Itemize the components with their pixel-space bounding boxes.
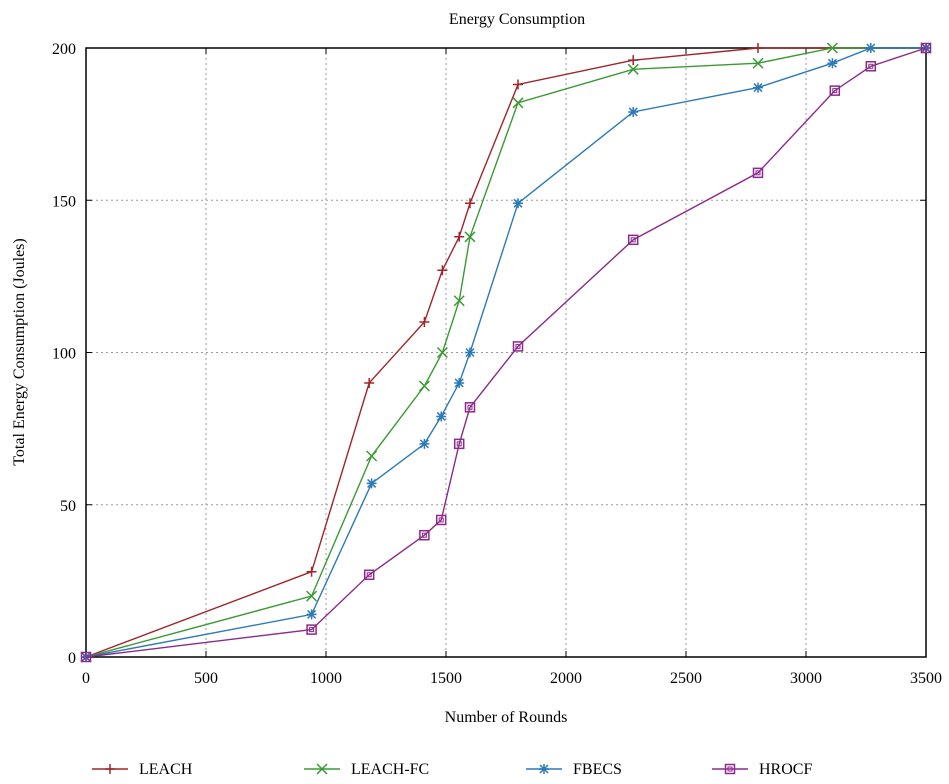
data-point-inner: [366, 572, 372, 578]
data-point: [419, 317, 430, 328]
data-point: [627, 63, 639, 75]
data-point: [513, 79, 523, 90]
legend-label: FBECS: [573, 761, 622, 778]
data-point: [753, 82, 763, 93]
data-point: [865, 61, 877, 72]
data-point-inner: [421, 532, 427, 538]
data-point: [453, 438, 465, 450]
data-point: [827, 58, 838, 69]
data-point: [436, 411, 447, 422]
data-point-inner: [832, 88, 838, 94]
y-tick-label: 200: [52, 41, 76, 58]
legend-item-fbecs: FBECS: [526, 761, 622, 778]
data-point: [464, 231, 476, 243]
x-tick-label: 1000: [310, 670, 342, 687]
data-point: [920, 42, 932, 54]
x-tick-label: 2500: [670, 670, 702, 687]
legend-label: LEACH-FC: [351, 761, 429, 778]
data-point: [464, 402, 476, 413]
data-point: [366, 450, 378, 462]
data-point-inner: [630, 237, 636, 243]
data-point: [465, 198, 475, 209]
data-point: [465, 347, 475, 358]
legend-label: LEACH: [139, 761, 193, 778]
data-point: [364, 377, 375, 388]
legend-marker: [105, 764, 115, 774]
data-point: [752, 167, 764, 179]
data-point: [366, 478, 377, 489]
x-axis-label: Number of Rounds: [445, 709, 568, 726]
x-axis-ticks: 0 500 1000 1500 2000 2500 3000 3500: [82, 48, 942, 687]
y-tick-label: 150: [52, 193, 76, 210]
data-point-inner: [456, 441, 462, 447]
data-point-inner: [868, 63, 874, 69]
data-point-inner: [83, 654, 89, 660]
data-point: [829, 85, 841, 96]
data-point: [437, 265, 448, 276]
series-leach-fc: [80, 42, 932, 663]
legend-marker: [724, 763, 736, 775]
x-tick-label: 3000: [790, 670, 822, 687]
x-tick-label: 0: [82, 670, 90, 687]
data-point: [363, 569, 375, 581]
legend-item-hrocf: HROCF: [712, 761, 812, 778]
data-point-inner: [515, 343, 521, 349]
y-tick-label: 0: [68, 650, 76, 667]
data-point: [436, 346, 448, 359]
series-line-leach-fc: [85, 47, 926, 658]
legend-item-leach-fc: LEACH-FC: [304, 761, 429, 778]
data-point: [512, 97, 524, 109]
data-point: [753, 43, 763, 53]
data-point: [306, 624, 317, 635]
data-point-inner: [755, 170, 761, 176]
data-point: [513, 198, 523, 209]
legend-marker: [316, 763, 328, 775]
y-tick-label: 100: [52, 346, 76, 363]
data-point-inner: [309, 627, 315, 633]
data-point: [454, 231, 465, 242]
legend-marker-inner: [727, 766, 733, 772]
y-axis-ticks: 0 50 100 150 200: [52, 41, 926, 667]
legend-item-leach: LEACH: [92, 761, 193, 778]
series-line-hrocf: [85, 47, 927, 658]
data-point: [628, 55, 639, 66]
data-point: [752, 57, 764, 69]
x-tick-label: 1500: [430, 670, 462, 687]
x-tick-label: 2000: [550, 670, 582, 687]
data-point: [306, 566, 317, 577]
data-point: [453, 295, 465, 307]
legend-label: HROCF: [759, 761, 812, 778]
data-point: [454, 377, 465, 388]
grid-lines: [86, 48, 926, 657]
data-point: [826, 42, 838, 54]
chart-title: Energy Consumption: [449, 11, 585, 28]
x-tick-label: 3500: [910, 670, 942, 687]
data-point-inner: [467, 404, 473, 410]
data-point: [80, 651, 92, 663]
data-point: [306, 609, 317, 620]
data-point: [419, 529, 430, 541]
y-axis-label: Total Energy Consumption (Joules): [11, 238, 28, 465]
data-series: [80, 42, 932, 663]
series-hrocf: [80, 42, 932, 663]
y-tick-label: 50: [60, 498, 76, 515]
data-point: [418, 380, 430, 392]
data-point: [435, 514, 447, 526]
legend: LEACH LEACH-FC FBECS HROCF: [92, 761, 812, 778]
data-point: [512, 341, 524, 352]
x-tick-label: 500: [194, 670, 218, 687]
legend-marker: [539, 764, 549, 774]
data-point: [419, 438, 430, 449]
data-point: [628, 106, 639, 117]
data-point: [627, 234, 639, 246]
data-point-inner: [923, 45, 929, 51]
data-point-inner: [438, 517, 444, 523]
series-leach: [81, 43, 931, 662]
data-point: [865, 43, 876, 53]
data-point: [306, 590, 318, 602]
